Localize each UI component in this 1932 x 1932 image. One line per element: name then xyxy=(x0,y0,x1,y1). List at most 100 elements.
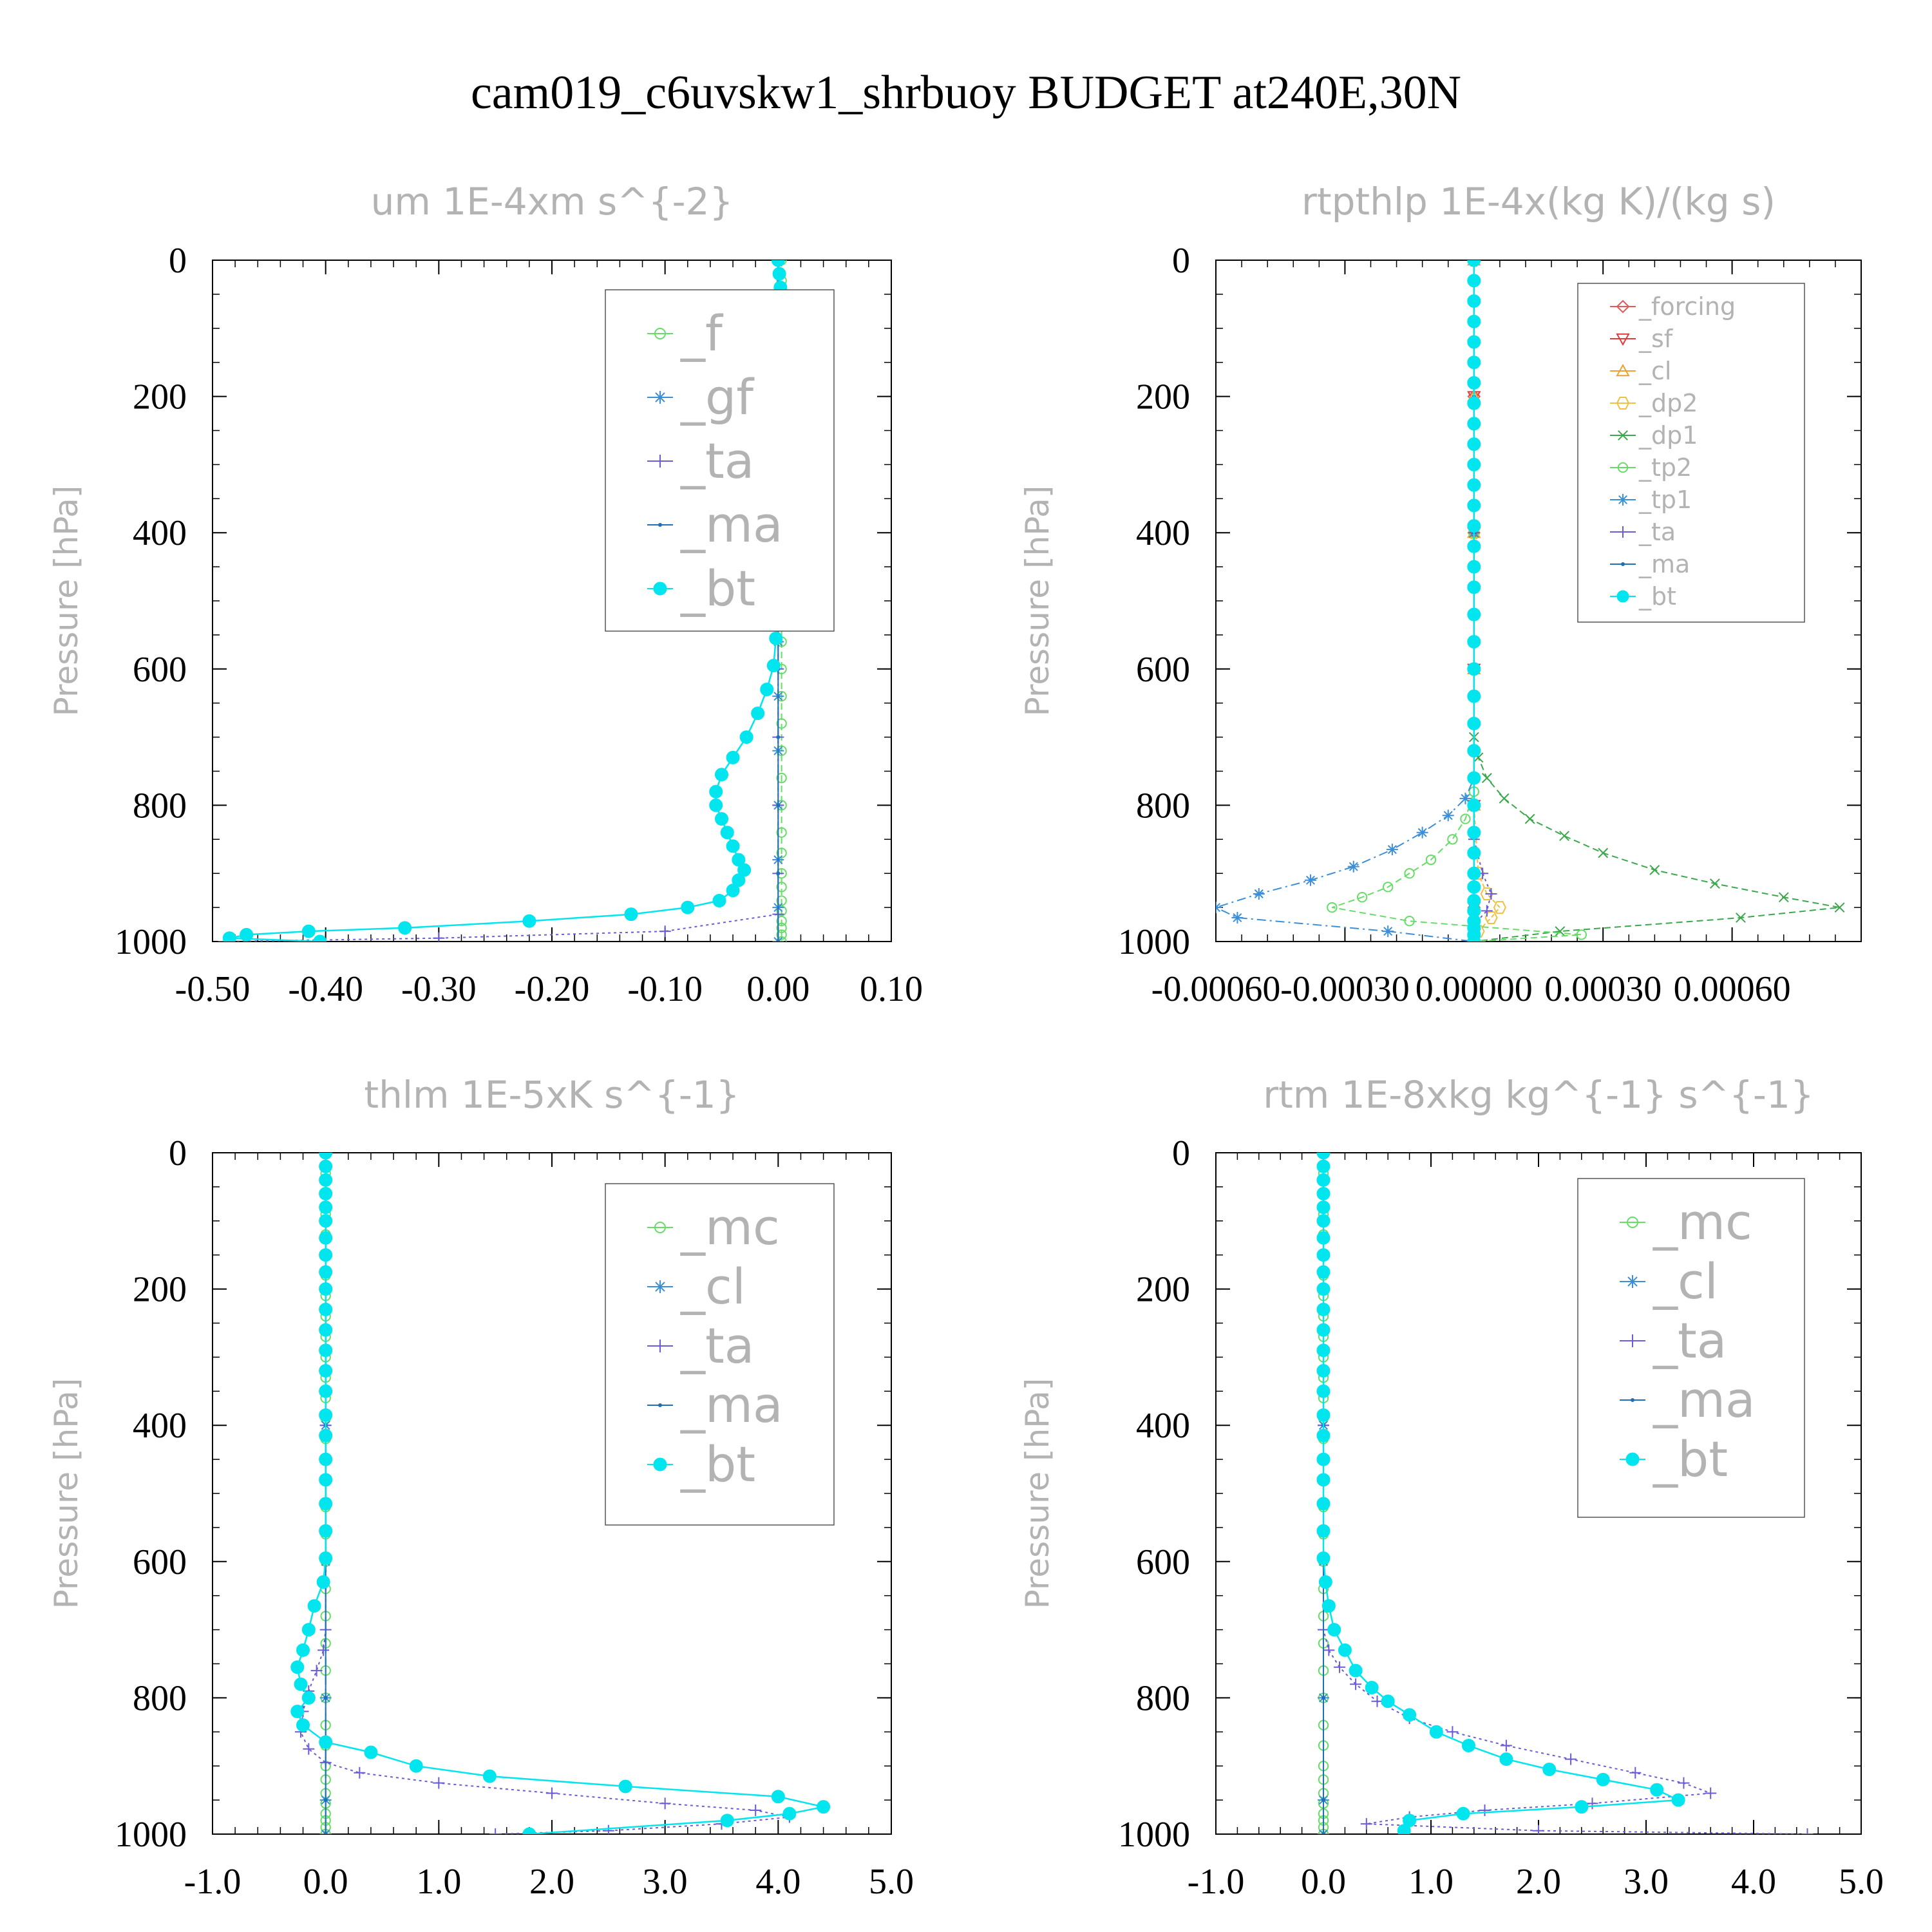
data-point_bt xyxy=(290,1705,305,1719)
legend-label: _ta xyxy=(1638,518,1676,546)
data-point_ta xyxy=(1334,1661,1346,1673)
data-point_bt xyxy=(319,1408,333,1422)
data-point_ta xyxy=(750,1804,762,1816)
data-point_bt xyxy=(1316,1364,1331,1378)
data-point_bt xyxy=(1467,274,1481,288)
data-point_tp1 xyxy=(1459,792,1472,804)
data-point_bt xyxy=(364,1745,378,1759)
y-tick-label: 1000 xyxy=(1118,1815,1190,1855)
legend-marker_ta xyxy=(654,1340,667,1352)
data-point_bt xyxy=(319,1364,333,1378)
x-tick-label: -1.0 xyxy=(1188,1862,1245,1902)
data-point_bt xyxy=(1316,1214,1331,1228)
legend-label: _ma xyxy=(680,496,783,553)
data-point_ta xyxy=(433,932,445,942)
legend-marker_bt xyxy=(1625,1452,1640,1466)
data-point_ta xyxy=(317,1644,330,1656)
data-point_bt xyxy=(624,907,638,922)
data-point_bt xyxy=(1316,1497,1331,1511)
data-point_bt xyxy=(1596,1772,1610,1786)
data-point_ma xyxy=(776,871,781,876)
data-point_bt xyxy=(319,1497,333,1511)
data-point_bt xyxy=(1316,1384,1331,1398)
data-point_ta xyxy=(489,1828,502,1834)
data-point_f xyxy=(776,895,787,906)
y-tick-label: 400 xyxy=(133,513,187,553)
data-point_bt xyxy=(1318,1575,1332,1589)
data-point_bt xyxy=(319,1186,333,1200)
data-point_ta xyxy=(310,1665,323,1677)
data-point_dp1 xyxy=(1736,913,1746,923)
data-point_bt xyxy=(732,873,746,887)
data-point_dp1 xyxy=(1499,793,1510,804)
data-point_bt xyxy=(1467,519,1481,533)
data-point_bt xyxy=(1397,1824,1411,1834)
data-point_bt xyxy=(1467,417,1481,431)
legend-marker_sf xyxy=(1616,333,1630,346)
data-point_bt xyxy=(1650,1783,1664,1797)
x-tick-label: -0.10 xyxy=(627,969,703,1009)
y-axis-label: Pressure [hPa] xyxy=(48,1378,85,1609)
data-point_bt xyxy=(294,1677,308,1691)
data-point_bt xyxy=(1316,1428,1331,1443)
legend-label: _ta xyxy=(680,1317,754,1374)
series-line_tp1 xyxy=(1216,260,1475,942)
data-point_dp1 xyxy=(1559,831,1569,841)
legend: _mc_cl_ta_ma_bt xyxy=(1577,1178,1805,1518)
data-point_bt xyxy=(1467,560,1481,574)
data-point_bt xyxy=(1316,1551,1331,1566)
data-point_ma xyxy=(776,940,781,942)
data-point_bt xyxy=(398,921,412,935)
y-tick-label: 200 xyxy=(133,1270,187,1310)
y-tick-label: 400 xyxy=(1136,513,1190,553)
data-point_bt xyxy=(726,750,740,764)
data-point_bt xyxy=(319,1551,333,1566)
y-axis-label: Pressure [hPa] xyxy=(48,486,85,717)
data-point_bt xyxy=(1316,1200,1331,1215)
data-point_bt xyxy=(618,1779,632,1794)
data-point_ta xyxy=(1586,1797,1598,1810)
data-point_bt xyxy=(1542,1762,1557,1776)
legend-marker_cl xyxy=(1626,1275,1639,1288)
data-point_bt xyxy=(1316,1153,1331,1160)
data-point_bt xyxy=(1467,260,1481,267)
data-point_bt xyxy=(1467,744,1481,758)
data-point_bt xyxy=(1381,1694,1395,1709)
data-point_bt xyxy=(1467,335,1481,349)
data-point_bt xyxy=(782,1806,797,1821)
data-point_bt xyxy=(319,1265,333,1279)
data-point_bt xyxy=(301,924,316,938)
legend-marker_forcing xyxy=(1616,299,1630,314)
data-point_ta xyxy=(546,1787,558,1799)
data-point_bt xyxy=(319,1473,333,1487)
data-point_bt xyxy=(1467,539,1481,553)
legend-label: _forcing xyxy=(1638,292,1736,321)
data-point_bt xyxy=(319,1200,333,1215)
data-point_ta xyxy=(1801,1828,1814,1834)
legend-label: _bt xyxy=(1638,582,1676,611)
legend-marker_gf xyxy=(654,391,667,404)
data-point_ta xyxy=(1479,1804,1491,1816)
data-point_dp1 xyxy=(1834,902,1845,913)
x-tick-label: -0.00060 xyxy=(1151,969,1281,1009)
data-point_bt xyxy=(296,1718,310,1732)
data-point_bt xyxy=(319,1214,333,1228)
data-point_ta xyxy=(1705,1787,1717,1799)
data-point_bt xyxy=(709,784,723,799)
data-point_bt xyxy=(1467,355,1481,370)
legend-marker_ta xyxy=(1626,1334,1639,1347)
legend-label: _dp1 xyxy=(1638,421,1698,450)
data-point_bt xyxy=(1671,1793,1685,1807)
data-point_tp2 xyxy=(1404,868,1415,879)
data-point_bt xyxy=(1316,1231,1331,1245)
data-point_tp1 xyxy=(1386,844,1398,856)
data-point_bt xyxy=(1316,1159,1331,1173)
legend-marker_bt xyxy=(653,1457,667,1472)
data-point_ma xyxy=(776,803,781,808)
data-point_ta xyxy=(1485,887,1497,900)
legend: _mc_cl_ta_ma_bt xyxy=(605,1183,835,1526)
data-point_ta xyxy=(1360,1818,1372,1830)
data-point_bt xyxy=(1316,1265,1331,1279)
data-point_ta xyxy=(659,925,671,938)
data-point_bt xyxy=(1316,1173,1331,1187)
